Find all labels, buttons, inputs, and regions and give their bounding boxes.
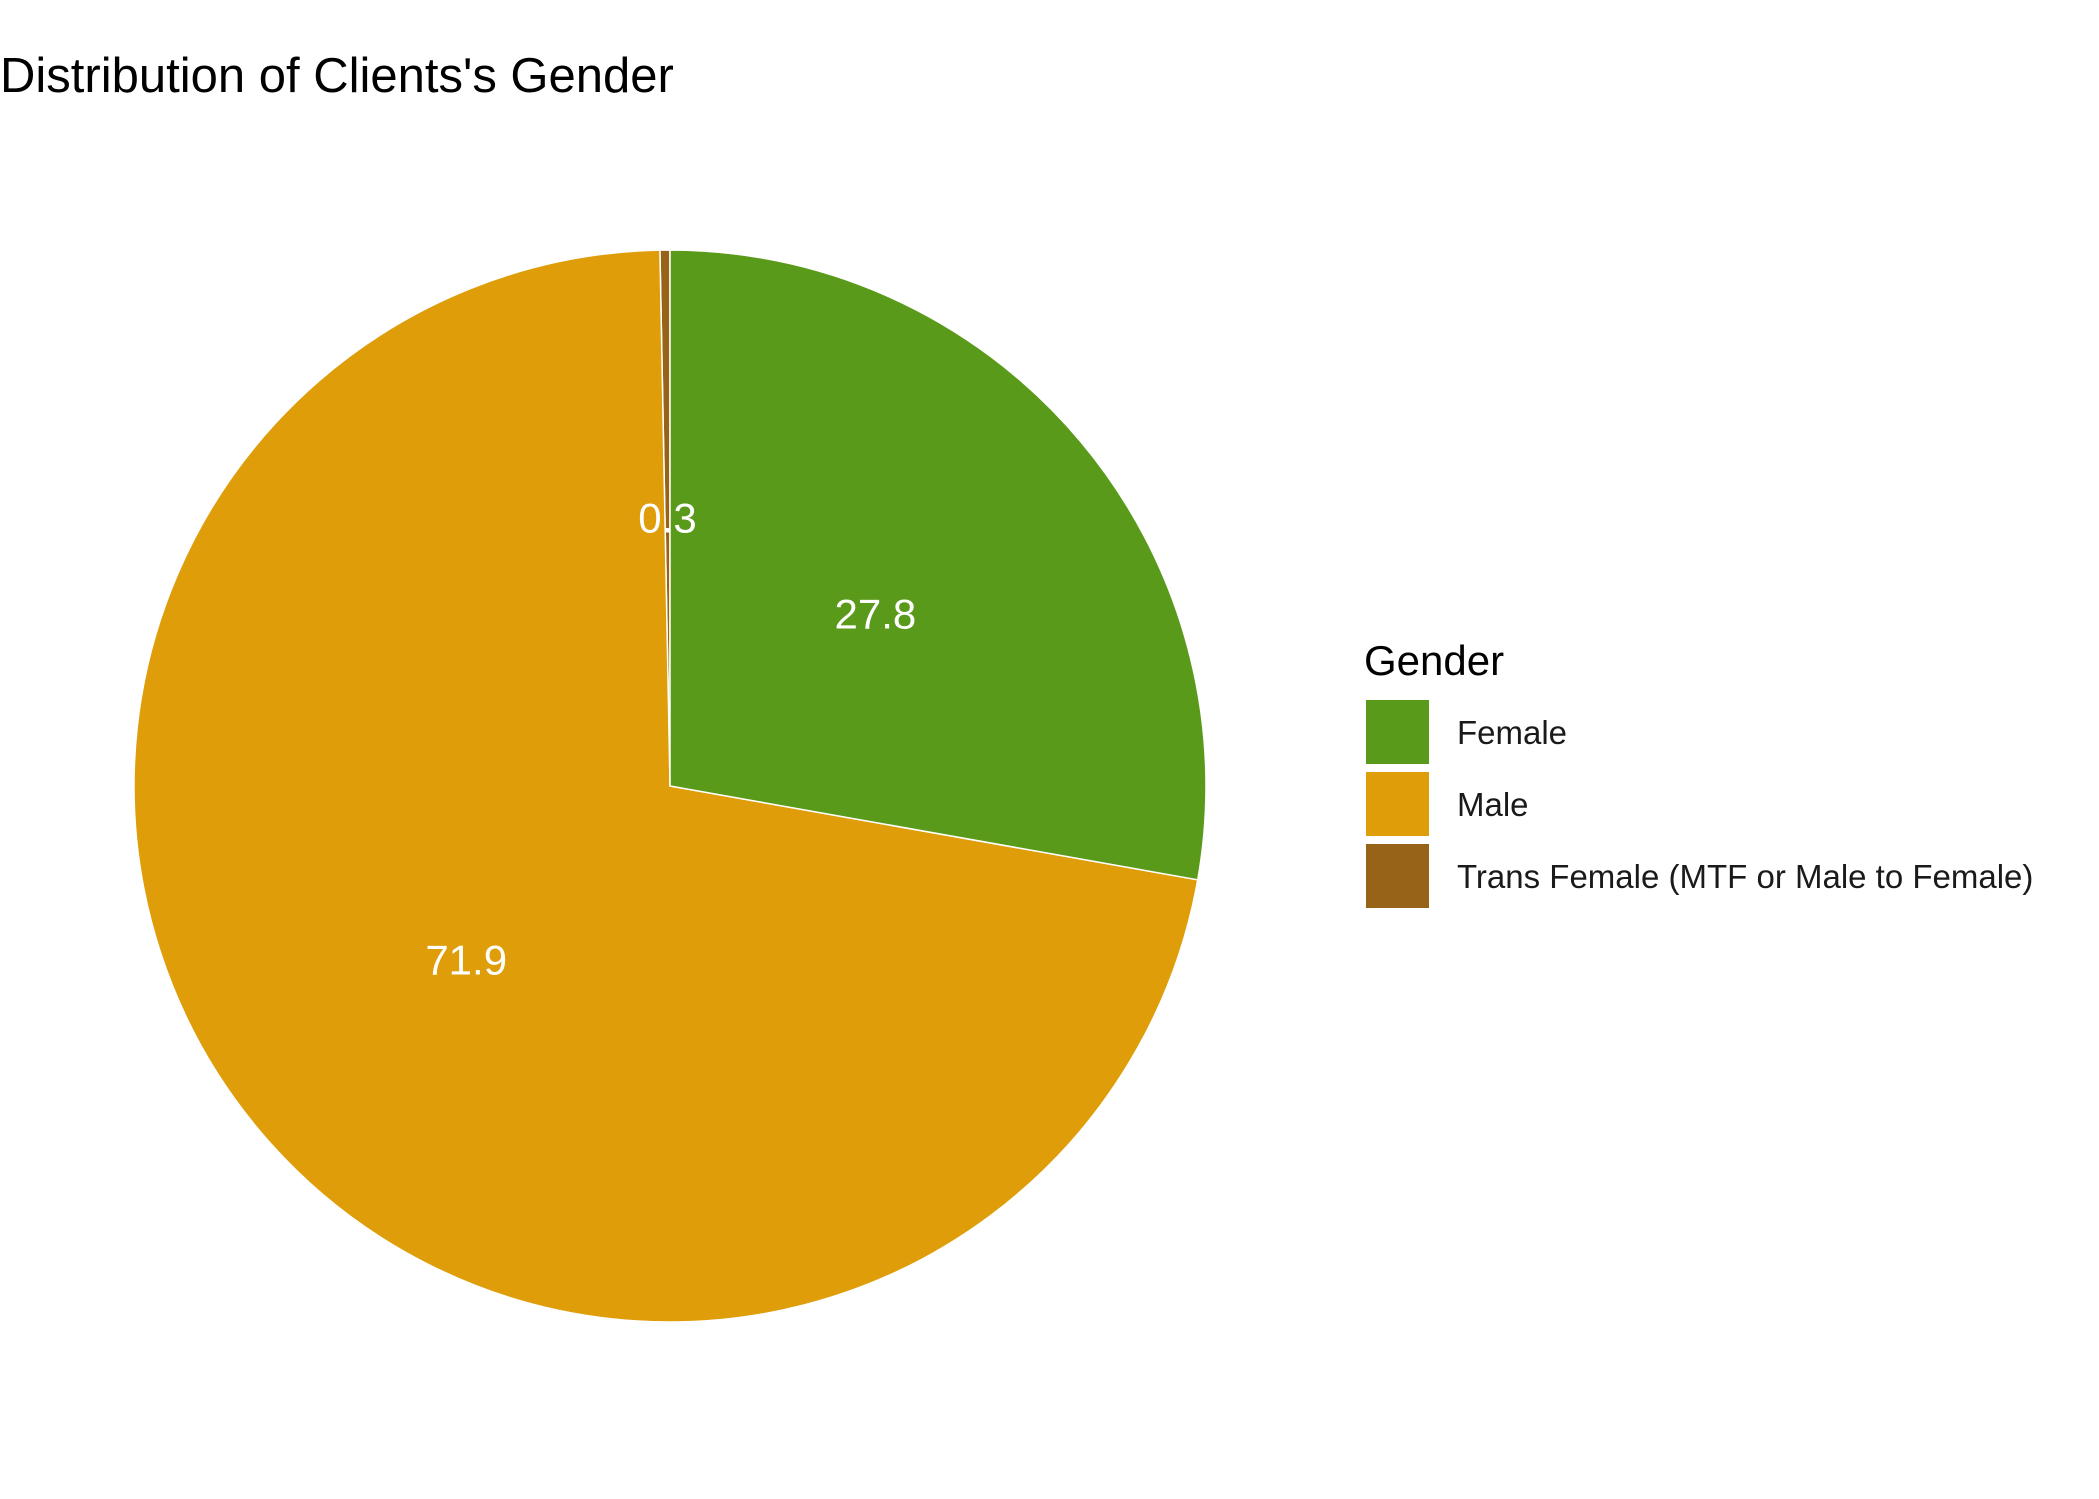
- pie-slice-female: [669, 249, 1207, 881]
- legend-swatch-female: [1364, 698, 1431, 766]
- legend-items: Female Male Trans Female (MTF or Male to…: [1364, 696, 2033, 912]
- chart-title: Distribution of Clients's Gender: [0, 49, 674, 103]
- legend-swatch-male: [1364, 770, 1431, 838]
- legend-label-female: Female: [1457, 713, 1568, 751]
- pie-slice-male: [133, 249, 1199, 1323]
- slice-label-female: 27.8: [835, 590, 917, 637]
- legend: Gender Female Male Trans Female (MTF or …: [1364, 640, 2033, 912]
- slice-label-trans-female: 0.3: [638, 495, 696, 542]
- legend-label-male: Male: [1457, 785, 1529, 823]
- legend-item-trans-female: Trans Female (MTF or Male to Female): [1364, 840, 2033, 912]
- slice-label-male: 71.9: [425, 937, 507, 984]
- legend-label-trans-female: Trans Female (MTF or Male to Female): [1457, 857, 2034, 895]
- legend-item-male: Male: [1364, 768, 2033, 840]
- legend-swatch-trans-female: [1364, 842, 1431, 910]
- legend-title: Gender: [1364, 637, 1505, 684]
- pie-slice-labels: 0.3 71.9 27.8: [425, 495, 916, 984]
- pie-slices: [133, 249, 1207, 1323]
- legend-item-female: Female: [1364, 696, 2033, 768]
